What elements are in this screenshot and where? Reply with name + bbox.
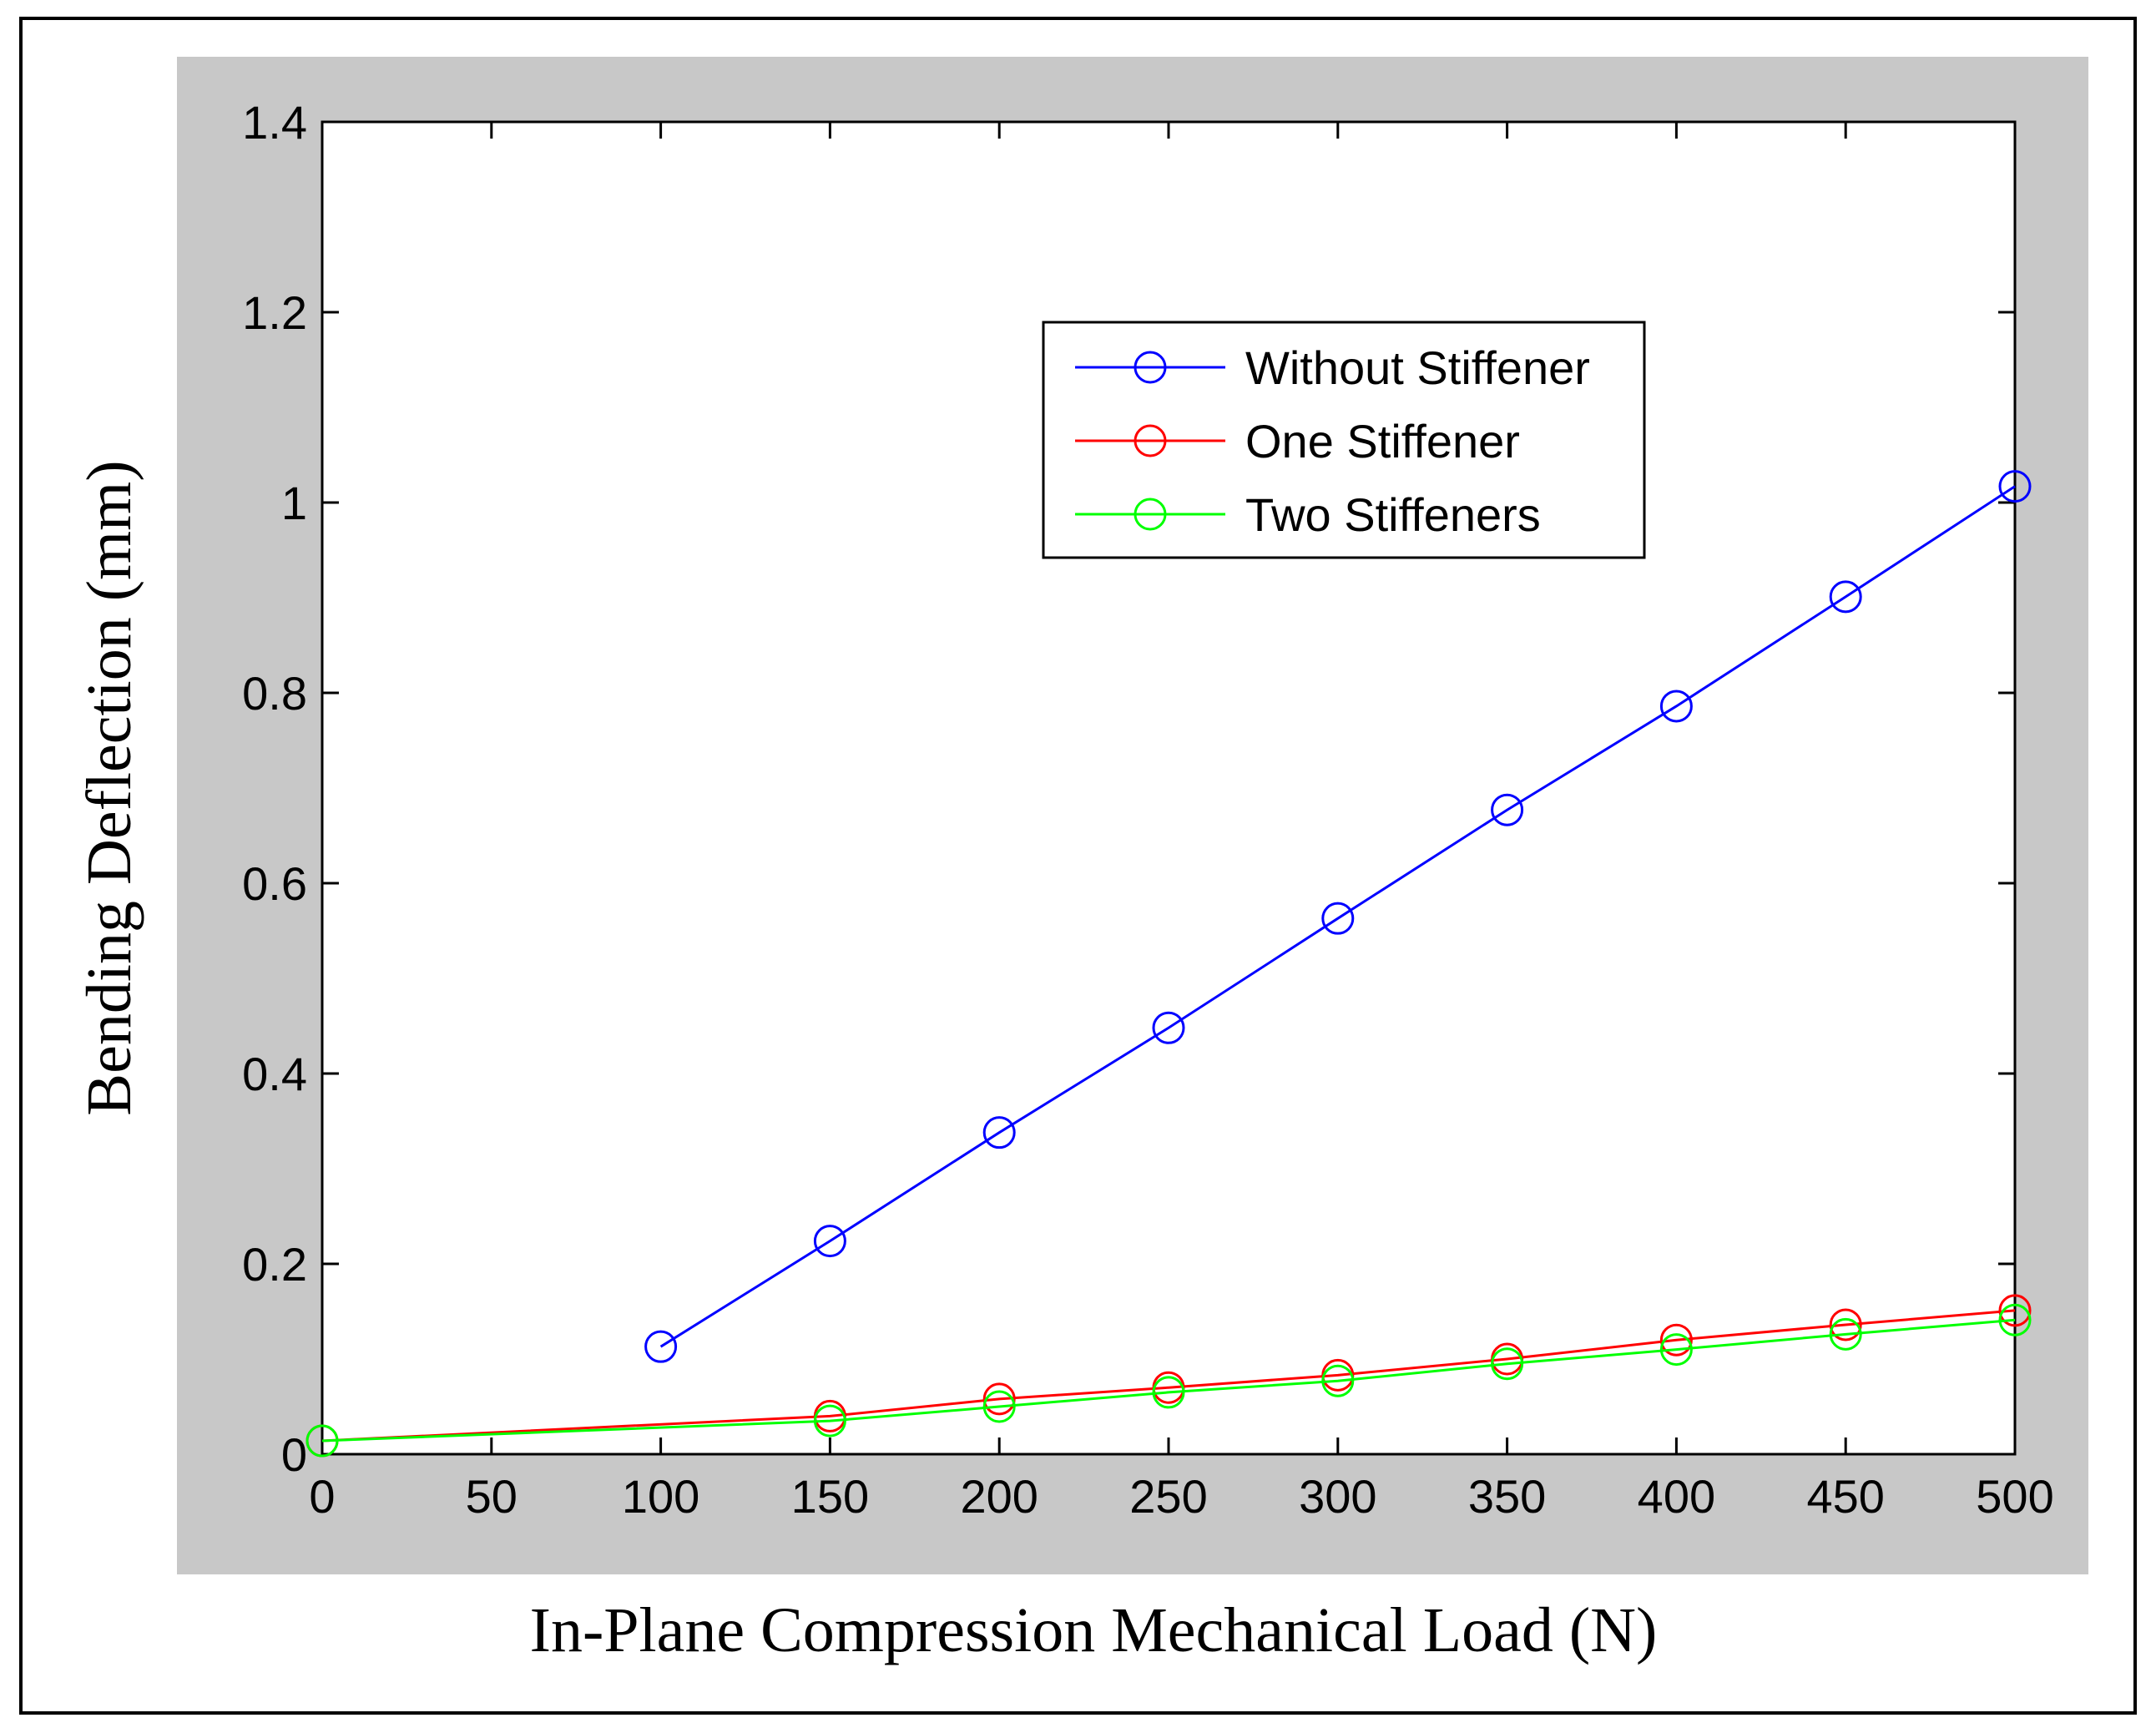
data-point [644,1330,678,1363]
x-tick-label: 200 [960,1470,1038,1523]
x-tick-label: 100 [622,1470,699,1523]
legend-entry-two-stiffeners: Two Stiffeners [1075,488,1541,541]
data-point [1321,902,1355,935]
data-point [813,1404,846,1437]
series-line [321,1318,2016,1442]
data-point [1829,1317,1862,1351]
x-tick-label: 450 [1806,1470,1884,1523]
legend-label: Two Stiffeners [1245,488,1541,541]
legend-label: Without Stiffener [1245,341,1590,394]
data-point [1829,1308,1862,1341]
y-tick-label: 0 [281,1428,307,1481]
series-layer [305,470,2032,1458]
x-tick-label: 250 [1129,1470,1207,1523]
legend-entry-one-stiffener: One Stiffener [1075,415,1520,467]
data-point [1491,793,1524,826]
data-point [1998,1303,2032,1336]
data-point [982,1382,1016,1416]
x-tick-label: 50 [466,1470,518,1523]
data-point [1829,580,1862,614]
data-point [982,1116,1016,1149]
data-point [1321,1364,1355,1397]
data-point [1152,1376,1185,1409]
legend-marker [1134,498,1167,531]
data-point [1659,690,1693,723]
legend-label: One Stiffener [1245,415,1520,467]
legend-entry-without-stiffener: Without Stiffener [1075,341,1590,394]
x-tick-label: 500 [1976,1470,2053,1523]
y-tick-label: 0.2 [242,1238,307,1291]
legend-marker [1134,424,1167,457]
x-tick-label: 400 [1638,1470,1715,1523]
data-point [1152,1011,1185,1044]
y-tick-label: 0.8 [242,667,307,720]
series-line [659,485,2016,1348]
y-tick-labels: 0 0.2 0.4 0.6 0.8 1 1.2 1.4 [242,96,307,1481]
legend-marker [1134,351,1167,384]
series-without-stiffener [644,470,2032,1363]
y-axis-title: Bending Deflection (mm) [74,460,144,1115]
data-point [1659,1323,1693,1357]
y-tick-label: 0.6 [242,857,307,910]
data-point [1998,470,2032,503]
data-point [1491,1347,1524,1381]
x-tick-label: 350 [1468,1470,1546,1523]
data-point [982,1390,1016,1423]
y-tick-label: 1.4 [242,96,307,149]
x-tick-label: 150 [791,1470,869,1523]
legend-entries: Without Stiffener One Stiffener Two Stiffe… [1075,341,1590,541]
data-point [305,1424,339,1458]
series-two-stiffeners [305,1303,2032,1458]
data-point [813,1225,846,1258]
y-tick-label: 1 [281,477,307,529]
series-line [321,1309,2016,1442]
y-tick-label: 0.4 [242,1048,307,1100]
x-tick-labels: 0 50 100 150 200 250 300 350 400 450 500 [309,1470,2053,1523]
x-tick-label: 300 [1299,1470,1376,1523]
data-point [1659,1333,1693,1367]
y-tick-label: 1.2 [242,286,307,339]
x-axis-title: In-Plane Compression Mechanical Load (N) [530,1595,1658,1665]
legend: Without Stiffener One Stiffener Two Stiffe… [1042,321,1646,559]
data-point [1998,1294,2032,1327]
x-tick-label: 0 [309,1470,335,1523]
